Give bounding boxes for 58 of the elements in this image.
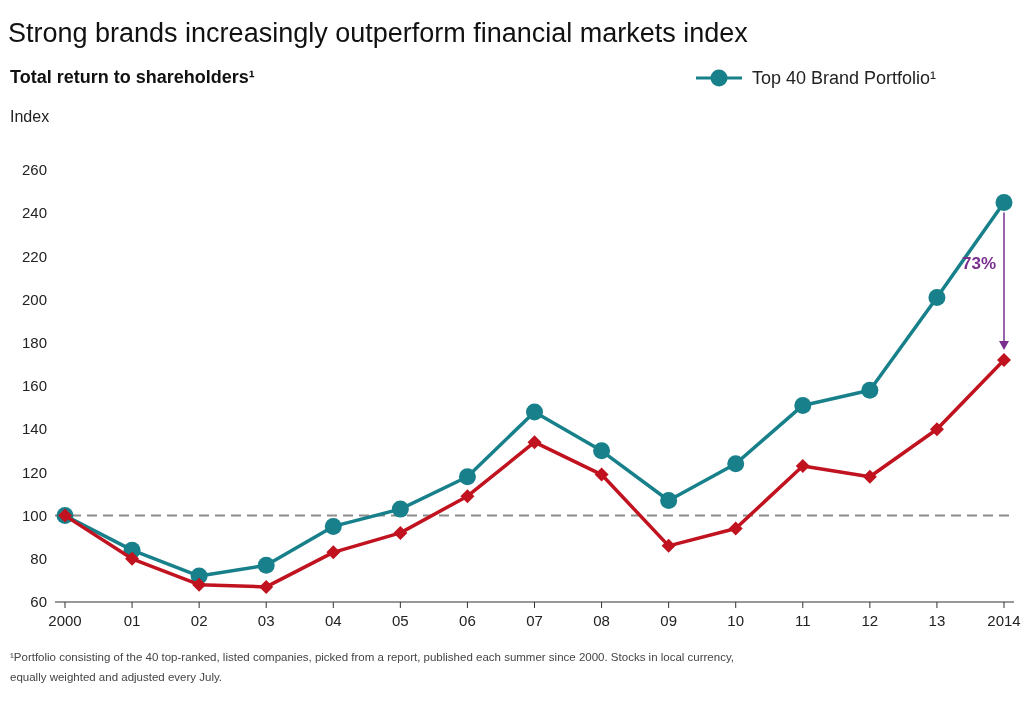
x-tick-label: 11	[795, 612, 811, 629]
legend-label: Top 40 Brand Portfolio¹	[752, 68, 937, 89]
y-tick-label: 140	[21, 420, 47, 438]
point	[794, 396, 812, 414]
point	[527, 435, 542, 450]
point	[393, 525, 408, 540]
x-tick-label: 13	[928, 612, 946, 629]
point	[326, 545, 341, 560]
text: ¹Portfolio consisting of the 40 top-ranked, listed companies, picked from a report, published each summer since 2000. Stocks in local currency, equally weighted and adjusted every July.	[10, 650, 735, 685]
x-tick-label: 05	[392, 612, 409, 629]
point	[257, 556, 275, 574]
chart-title: Strong brands increasingly outperform financial markets index	[8, 18, 749, 48]
x-tick-label: 01	[123, 612, 141, 629]
x-tick-label: 04	[324, 612, 342, 629]
point	[458, 468, 476, 486]
y-axis-title: Index	[10, 108, 50, 125]
point	[728, 521, 743, 536]
point	[660, 491, 678, 509]
x-tick-label: 02	[190, 612, 208, 629]
point	[661, 538, 676, 553]
point	[460, 489, 475, 504]
y-tick-label: 60	[30, 593, 47, 611]
x-tick-label: 07	[526, 612, 543, 629]
y-tick-label: 80	[30, 550, 47, 568]
x-tick-label: 2014	[987, 612, 1021, 629]
x-tick-label: 06	[459, 612, 476, 629]
y-tick-label: 240	[21, 204, 47, 222]
x-tick-label: 08	[593, 612, 610, 629]
point	[997, 353, 1011, 368]
y-tick-label: 120	[21, 463, 47, 481]
point	[727, 455, 745, 473]
y-tick-label: 100	[21, 506, 47, 524]
point	[259, 579, 274, 594]
point	[929, 422, 944, 437]
y-tick-label: 180	[21, 334, 47, 352]
point	[192, 577, 207, 592]
point	[593, 442, 611, 460]
point	[862, 469, 877, 484]
y-tick-label: 220	[21, 247, 47, 265]
x-tick-label: 2000	[48, 612, 82, 629]
x-tick-label: 12	[861, 612, 879, 629]
point	[526, 403, 543, 421]
point	[391, 500, 409, 518]
y-tick-label: 200	[21, 290, 47, 308]
y-tick-label: 260	[21, 161, 47, 179]
x-tick-label: 10	[727, 612, 745, 629]
point	[795, 458, 810, 473]
x-tick-label: 03	[257, 612, 275, 629]
y-tick-label: 160	[21, 377, 47, 395]
point	[594, 467, 609, 482]
x-tick-label: 09	[660, 612, 677, 629]
point	[995, 193, 1013, 211]
point	[928, 288, 946, 306]
point	[324, 517, 342, 535]
point	[861, 381, 879, 399]
annotation: 73%	[961, 254, 996, 274]
point	[125, 551, 140, 566]
chart-subtitle: Total return to shareholders¹	[10, 67, 255, 87]
